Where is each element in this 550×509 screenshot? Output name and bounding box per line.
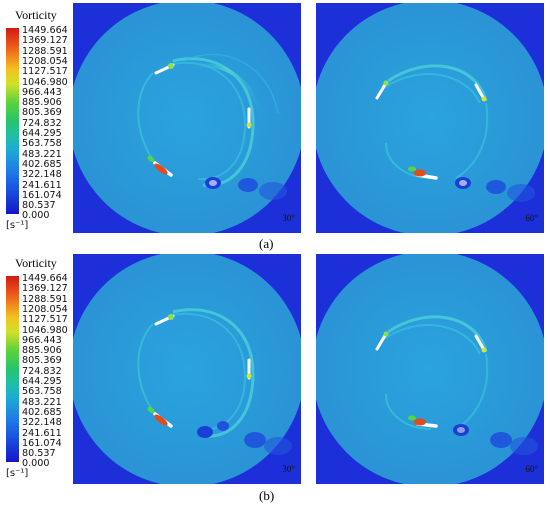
colorbar-tick: 161.074: [22, 189, 62, 201]
colorbar-tick: 0.000: [22, 458, 50, 470]
angle-label: 60°: [525, 213, 538, 223]
colorbar-tick: 80.537: [22, 448, 56, 460]
angle-label: 30°: [282, 213, 295, 223]
vorticity-panel-a-left: 30°: [73, 3, 301, 233]
colorbar-tick: 483.221: [22, 396, 62, 408]
colorbar-tick: 1369.127: [22, 283, 68, 295]
colorbar-tick: 1127.517: [22, 66, 68, 78]
colorbar-tick: 885.906: [22, 345, 62, 357]
vorticity-field-image: [73, 3, 301, 233]
colorbar-unit: [s⁻¹]: [6, 468, 29, 479]
colorbar-tick: 1449.664: [22, 273, 68, 284]
angle-label: 60°: [525, 464, 538, 474]
colorbar-tick: 1288.591: [22, 45, 68, 57]
colorbar-tick: 644.295: [22, 376, 62, 387]
colorbar-tick: 483.221: [22, 148, 62, 160]
colorbar-tick: 805.369: [22, 355, 62, 367]
colorbar-unit: [s⁻¹]: [6, 220, 29, 231]
row-caption: (a): [259, 236, 274, 251]
vorticity-field-image: [316, 254, 544, 484]
colorbar-tick: 1208.054: [22, 303, 68, 315]
colorbar-tick: 1127.517: [22, 314, 68, 326]
colorbar-title: Vorticity: [15, 8, 57, 22]
colorbar-tick: 1369.127: [22, 35, 68, 47]
colorbar-tick: 724.832: [22, 365, 62, 377]
colorbar-tick: 966.443: [22, 334, 62, 346]
colorbar-tick: 402.685: [22, 406, 62, 418]
vorticity-panel-b-left: 30°: [73, 254, 301, 484]
colorbar-tick: 322.148: [22, 169, 62, 181]
colorbar-tick: 322.148: [22, 417, 62, 429]
colorbar-tick: 1208.054: [22, 55, 68, 67]
vorticity-field-image: [316, 3, 544, 233]
colorbar-tick: 563.758: [22, 138, 62, 150]
vorticity-field-image: [73, 254, 301, 484]
vorticity-panel-b-right: 60°: [316, 254, 544, 484]
colorbar-tick: 1449.664: [22, 25, 68, 36]
colorbar-tick: 805.369: [22, 107, 62, 119]
colorbar-tick: 0.000: [22, 210, 50, 222]
row-caption: (b): [259, 488, 275, 503]
angle-label: 30°: [282, 464, 295, 474]
colorbar-tick: 241.611: [22, 179, 62, 191]
colorbar-tick: 241.611: [22, 427, 62, 439]
colorbar-a: Vorticity 1449.664 1369.127 1288.591 120…: [6, 8, 68, 231]
colorbar-tick: 644.295: [22, 128, 62, 139]
colorbar-tick: 885.906: [22, 97, 62, 109]
vorticity-panel-a-right: 60°: [316, 3, 544, 233]
colorbar-tick: 1046.980: [22, 76, 68, 88]
colorbar-tick: 724.832: [22, 117, 62, 129]
colorbar-gradient: [6, 276, 19, 462]
colorbar-gradient: [6, 28, 19, 214]
colorbar-tick: 1046.980: [22, 324, 68, 336]
colorbar-title: Vorticity: [15, 256, 57, 270]
colorbar-tick: 161.074: [22, 437, 62, 449]
colorbar-tick: 966.443: [22, 86, 62, 98]
colorbar-tick: 402.685: [22, 158, 62, 170]
colorbar-tick: 80.537: [22, 200, 56, 212]
colorbar-tick: 1288.591: [22, 293, 68, 305]
colorbar-tick: 563.758: [22, 386, 62, 398]
colorbar-b: Vorticity 1449.664 1369.127 1288.591 120…: [6, 256, 68, 479]
